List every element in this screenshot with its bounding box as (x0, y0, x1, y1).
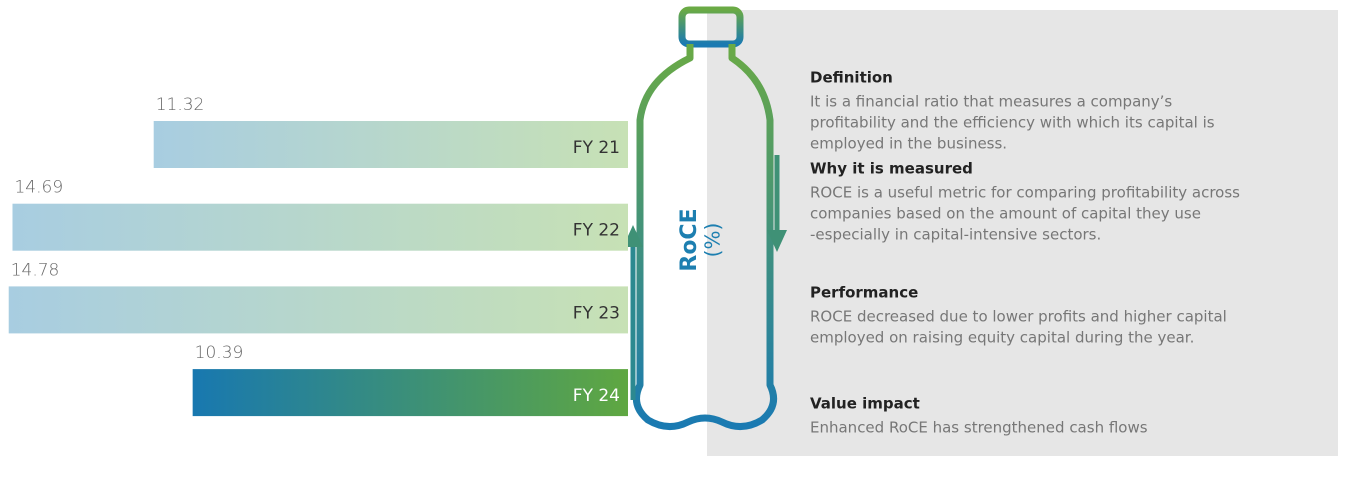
section-heading: Performance (810, 284, 918, 302)
bar (193, 369, 628, 416)
section-heading: Why it is measured (810, 160, 973, 178)
value-label: 10.39 (195, 343, 244, 363)
section-text: employed in the business. (810, 135, 1007, 153)
value-label: 11.32 (156, 95, 205, 115)
category-label: FY 23 (573, 303, 620, 323)
bar (9, 286, 628, 333)
section-text: employed on raising equity capital durin… (810, 329, 1194, 347)
value-label: 14.78 (11, 260, 60, 280)
value-label: 14.69 (14, 178, 63, 198)
section-text: companies based on the amount of capital… (810, 205, 1201, 223)
section-text: -especially in capital-intensive sectors… (810, 226, 1101, 244)
chart-subtitle: (%) (701, 223, 725, 258)
chart-title: RoCE (677, 208, 702, 271)
bar (12, 204, 628, 251)
category-label: FY 22 (573, 221, 620, 241)
category-label: FY 21 (573, 138, 620, 158)
section-heading: Definition (810, 69, 893, 87)
bar (154, 121, 628, 168)
section-text: It is a financial ratio that measures a … (810, 93, 1172, 111)
section-text: profitability and the efficiency with wh… (810, 114, 1215, 132)
section-heading: Value impact (810, 395, 920, 413)
section-text: ROCE is a useful metric for comparing pr… (810, 184, 1240, 202)
section-text: Enhanced RoCE has strengthened cash flow… (810, 419, 1148, 437)
category-label: FY 24 (573, 386, 620, 406)
section-text: ROCE decreased due to lower profits and … (810, 308, 1227, 326)
